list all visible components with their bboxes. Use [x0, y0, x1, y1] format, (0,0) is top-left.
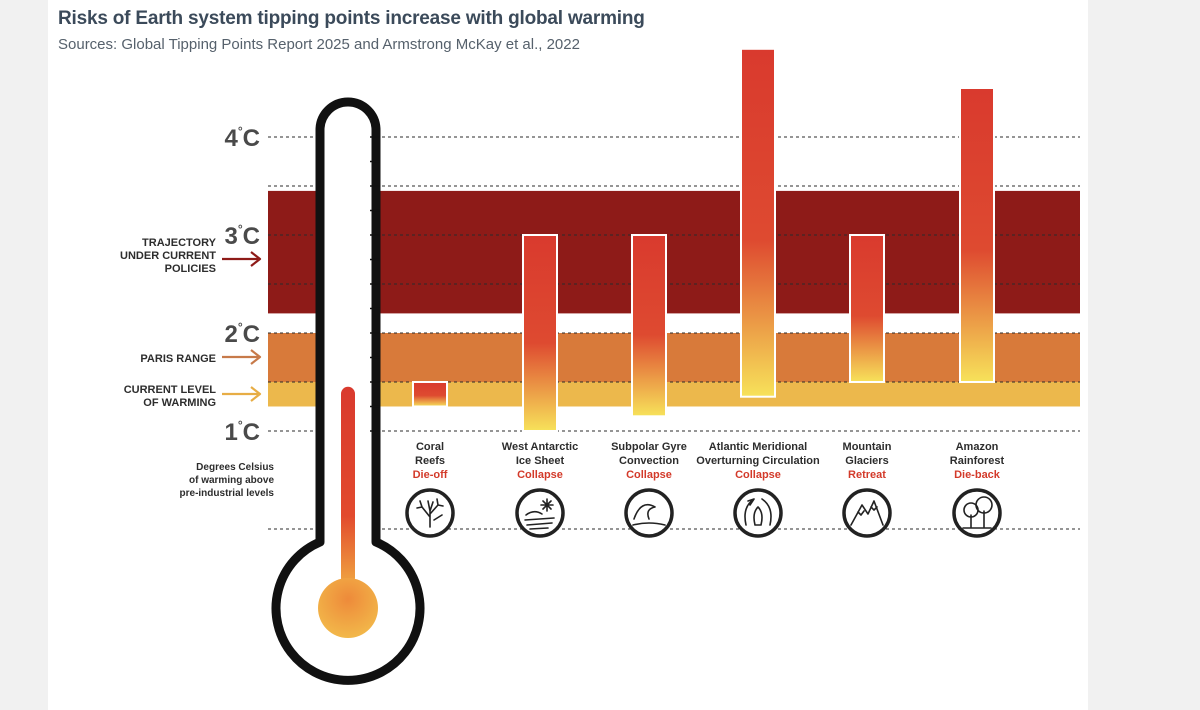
item-impact: Die-back [954, 469, 1001, 481]
bar-coral [412, 381, 448, 408]
arrow-head [250, 386, 262, 402]
ice-sheet-icon [515, 488, 565, 538]
item-name: Amazon Rainforest [950, 441, 1005, 467]
y-axis-label: Degrees Celsius of warming above pre-indus… [180, 462, 275, 499]
band-current [268, 382, 1080, 407]
mountain-icon [842, 488, 892, 538]
item-name: Mountain Glaciers [843, 441, 892, 467]
ocean-current-icon [733, 488, 783, 538]
y-tick-label: 2°C [224, 320, 260, 348]
item-name: West Antarctic Ice Sheet [502, 441, 578, 467]
chart-subtitle: Sources: Global Tipping Points Report 20… [58, 36, 580, 53]
arrow-head [250, 349, 262, 365]
wave-icon [624, 488, 674, 538]
band-paris [268, 333, 1080, 382]
item-name: Atlantic Meridional Overturning Circulati… [696, 441, 820, 467]
thermometer [271, 97, 425, 685]
band-trajectory [268, 190, 1080, 314]
thermometer-bulb [318, 578, 378, 638]
item-name: Coral Reefs [415, 441, 445, 467]
label-current-level: CURRENT LEVEL OF WARMING [124, 384, 217, 409]
arrow-head [250, 251, 262, 267]
y-tick-label: 3°C [224, 222, 260, 250]
bar-wave [631, 234, 667, 418]
y-tick-label: 1°C [224, 418, 260, 446]
item-name: Subpolar Gyre Convection [611, 441, 687, 467]
bar-ocean-current [740, 47, 776, 398]
item-impact: Collapse [626, 469, 672, 481]
y-tick-label: 4°C [224, 124, 260, 152]
thermometer-mercury [341, 386, 355, 585]
bar-mountain [849, 234, 885, 383]
item-impact: Collapse [517, 469, 563, 481]
chart-title: Risks of Earth system tipping points inc… [58, 8, 645, 29]
item-impact: Collapse [735, 469, 781, 481]
label-trajectory: TRAJECTORY UNDER CURRENT POLICIES [120, 237, 217, 275]
bar-ice-sheet [522, 234, 558, 432]
tree-icon [952, 488, 1002, 538]
item-impact: Retreat [848, 469, 886, 481]
item-impact: Die-off [413, 469, 448, 481]
label-paris-range: PARIS RANGE [140, 353, 216, 365]
coral-icon [405, 488, 455, 538]
bar-tree [959, 87, 995, 383]
